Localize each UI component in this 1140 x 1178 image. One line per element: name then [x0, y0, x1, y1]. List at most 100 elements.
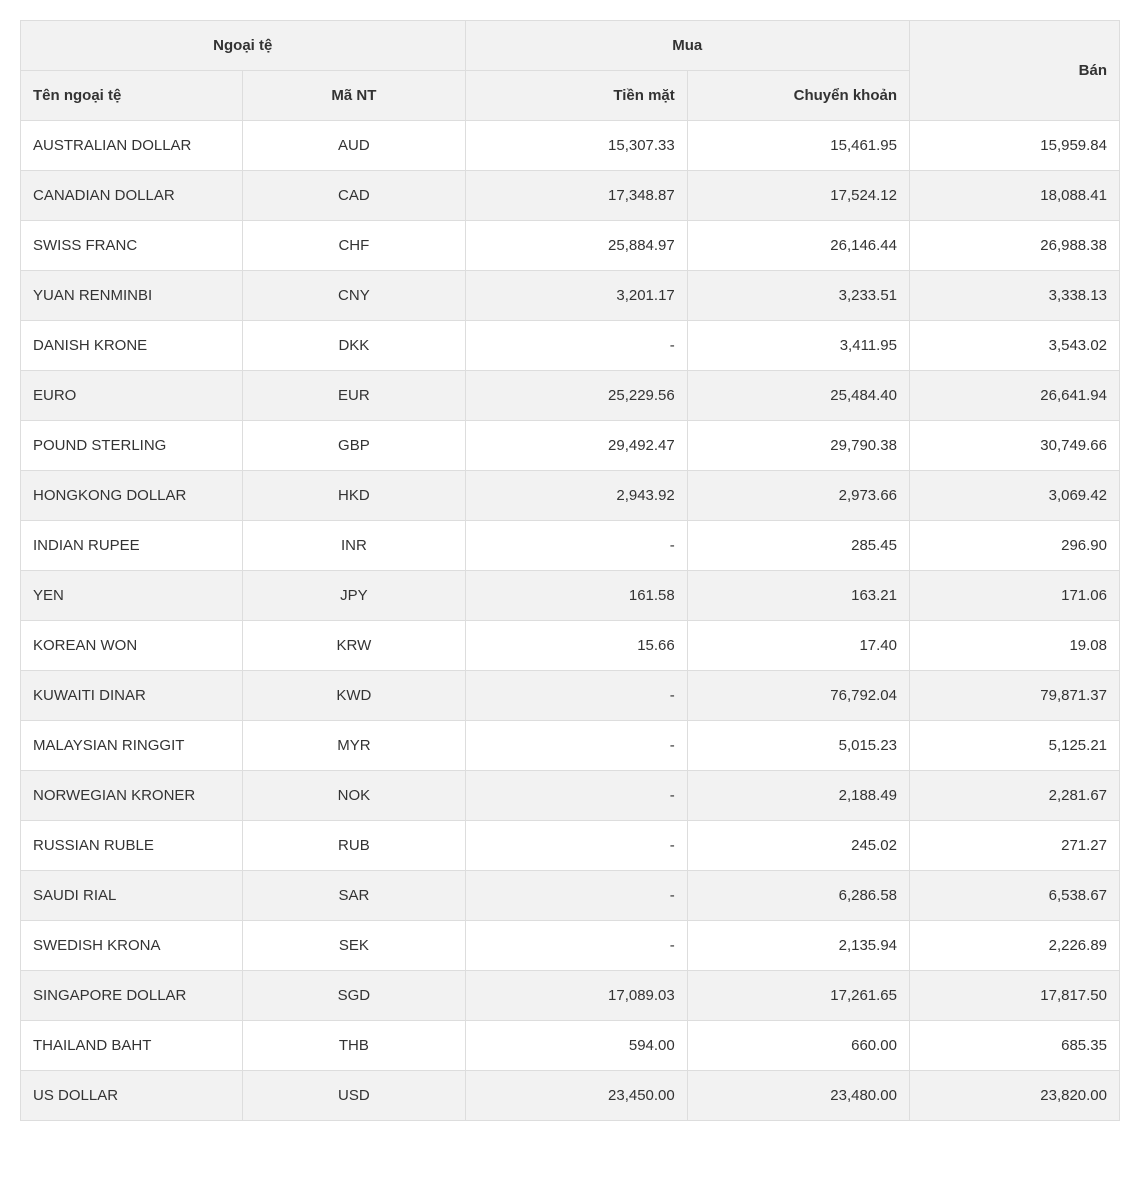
cell-transfer: 245.02 — [687, 821, 909, 871]
cell-currency-name: SWEDISH KRONA — [21, 921, 243, 971]
cell-sell: 5,125.21 — [910, 721, 1120, 771]
cell-transfer: 2,135.94 — [687, 921, 909, 971]
header-currency-group: Ngoại tệ — [21, 21, 466, 71]
cell-currency-code: THB — [243, 1021, 465, 1071]
cell-currency-name: SWISS FRANC — [21, 221, 243, 271]
cell-cash: 2,943.92 — [465, 471, 687, 521]
cell-sell: 19.08 — [910, 621, 1120, 671]
cell-currency-name: KUWAITI DINAR — [21, 671, 243, 721]
cell-cash: - — [465, 721, 687, 771]
cell-transfer: 163.21 — [687, 571, 909, 621]
cell-currency-code: GBP — [243, 421, 465, 471]
header-cash: Tiền mặt — [465, 71, 687, 121]
cell-currency-code: CAD — [243, 171, 465, 221]
cell-currency-name: DANISH KRONE — [21, 321, 243, 371]
cell-cash: - — [465, 321, 687, 371]
cell-currency-code: KRW — [243, 621, 465, 671]
cell-transfer: 3,411.95 — [687, 321, 909, 371]
cell-currency-code: CNY — [243, 271, 465, 321]
cell-cash: 25,884.97 — [465, 221, 687, 271]
exchange-rate-table: Ngoại tệ Mua Bán Tên ngoại tệ Mã NT Tiền… — [20, 20, 1120, 1121]
cell-cash: - — [465, 921, 687, 971]
cell-cash: - — [465, 821, 687, 871]
header-sell: Bán — [910, 21, 1120, 121]
cell-transfer: 2,188.49 — [687, 771, 909, 821]
cell-cash: 3,201.17 — [465, 271, 687, 321]
cell-currency-code: RUB — [243, 821, 465, 871]
cell-sell: 26,641.94 — [910, 371, 1120, 421]
cell-cash: - — [465, 871, 687, 921]
cell-sell: 15,959.84 — [910, 121, 1120, 171]
table-row: EUROEUR25,229.5625,484.4026,641.94 — [21, 371, 1120, 421]
cell-sell: 3,543.02 — [910, 321, 1120, 371]
cell-currency-name: YEN — [21, 571, 243, 621]
cell-cash: - — [465, 771, 687, 821]
cell-currency-code: HKD — [243, 471, 465, 521]
table-row: YENJPY161.58163.21171.06 — [21, 571, 1120, 621]
cell-currency-name: EURO — [21, 371, 243, 421]
cell-currency-name: NORWEGIAN KRONER — [21, 771, 243, 821]
cell-transfer: 2,973.66 — [687, 471, 909, 521]
table-row: SINGAPORE DOLLARSGD17,089.0317,261.6517,… — [21, 971, 1120, 1021]
cell-sell: 685.35 — [910, 1021, 1120, 1071]
cell-transfer: 23,480.00 — [687, 1071, 909, 1121]
cell-sell: 23,820.00 — [910, 1071, 1120, 1121]
cell-cash: 161.58 — [465, 571, 687, 621]
cell-cash: 17,348.87 — [465, 171, 687, 221]
cell-currency-name: POUND STERLING — [21, 421, 243, 471]
cell-sell: 3,338.13 — [910, 271, 1120, 321]
cell-currency-code: KWD — [243, 671, 465, 721]
header-buy-group: Mua — [465, 21, 910, 71]
cell-cash: - — [465, 671, 687, 721]
table-row: DANISH KRONEDKK-3,411.953,543.02 — [21, 321, 1120, 371]
cell-currency-code: MYR — [243, 721, 465, 771]
cell-currency-code: CHF — [243, 221, 465, 271]
table-row: SWEDISH KRONASEK-2,135.942,226.89 — [21, 921, 1120, 971]
cell-currency-name: AUSTRALIAN DOLLAR — [21, 121, 243, 171]
header-row-1: Ngoại tệ Mua Bán — [21, 21, 1120, 71]
header-transfer: Chuyển khoản — [687, 71, 909, 121]
cell-transfer: 29,790.38 — [687, 421, 909, 471]
cell-cash: 25,229.56 — [465, 371, 687, 421]
cell-currency-name: KOREAN WON — [21, 621, 243, 671]
cell-sell: 26,988.38 — [910, 221, 1120, 271]
table-row: INDIAN RUPEEINR-285.45296.90 — [21, 521, 1120, 571]
cell-transfer: 17.40 — [687, 621, 909, 671]
cell-transfer: 3,233.51 — [687, 271, 909, 321]
table-row: SAUDI RIALSAR-6,286.586,538.67 — [21, 871, 1120, 921]
cell-transfer: 660.00 — [687, 1021, 909, 1071]
table-header: Ngoại tệ Mua Bán Tên ngoại tệ Mã NT Tiền… — [21, 21, 1120, 121]
cell-cash: - — [465, 521, 687, 571]
table-row: SWISS FRANCCHF25,884.9726,146.4426,988.3… — [21, 221, 1120, 271]
cell-sell: 2,226.89 — [910, 921, 1120, 971]
cell-transfer: 26,146.44 — [687, 221, 909, 271]
table-row: RUSSIAN RUBLERUB-245.02271.27 — [21, 821, 1120, 871]
cell-cash: 15,307.33 — [465, 121, 687, 171]
table-row: CANADIAN DOLLARCAD17,348.8717,524.1218,0… — [21, 171, 1120, 221]
cell-sell: 17,817.50 — [910, 971, 1120, 1021]
cell-currency-code: SAR — [243, 871, 465, 921]
cell-currency-code: INR — [243, 521, 465, 571]
cell-cash: 594.00 — [465, 1021, 687, 1071]
cell-sell: 3,069.42 — [910, 471, 1120, 521]
cell-transfer: 285.45 — [687, 521, 909, 571]
table-row: THAILAND BAHTTHB594.00660.00685.35 — [21, 1021, 1120, 1071]
table-row: MALAYSIAN RINGGITMYR-5,015.235,125.21 — [21, 721, 1120, 771]
table-row: YUAN RENMINBICNY3,201.173,233.513,338.13 — [21, 271, 1120, 321]
cell-transfer: 6,286.58 — [687, 871, 909, 921]
cell-cash: 29,492.47 — [465, 421, 687, 471]
cell-cash: 15.66 — [465, 621, 687, 671]
cell-transfer: 17,524.12 — [687, 171, 909, 221]
cell-currency-name: RUSSIAN RUBLE — [21, 821, 243, 871]
cell-currency-code: NOK — [243, 771, 465, 821]
cell-transfer: 17,261.65 — [687, 971, 909, 1021]
cell-sell: 30,749.66 — [910, 421, 1120, 471]
table-row: HONGKONG DOLLARHKD2,943.922,973.663,069.… — [21, 471, 1120, 521]
cell-currency-name: CANADIAN DOLLAR — [21, 171, 243, 221]
cell-transfer: 25,484.40 — [687, 371, 909, 421]
cell-transfer: 15,461.95 — [687, 121, 909, 171]
table-row: KUWAITI DINARKWD-76,792.0479,871.37 — [21, 671, 1120, 721]
cell-currency-code: SGD — [243, 971, 465, 1021]
cell-currency-name: SAUDI RIAL — [21, 871, 243, 921]
cell-sell: 271.27 — [910, 821, 1120, 871]
